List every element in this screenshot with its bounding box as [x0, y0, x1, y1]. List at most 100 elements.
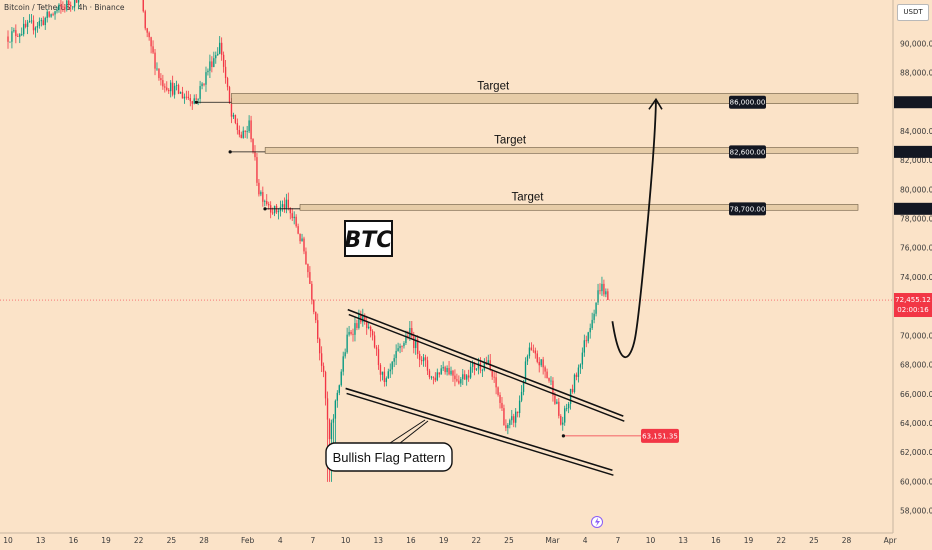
candle-body[interactable] [262, 192, 264, 202]
candle-body[interactable] [385, 378, 388, 383]
candle-body[interactable] [77, 0, 80, 3]
candle-body[interactable] [542, 359, 544, 368]
candle-body[interactable] [358, 314, 360, 328]
candle-body[interactable] [307, 264, 309, 273]
candle-body[interactable] [28, 20, 31, 23]
currency-button[interactable]: USDT [897, 4, 929, 21]
candle-body[interactable] [72, 6, 74, 8]
candle-body[interactable] [164, 86, 166, 88]
candle-body[interactable] [215, 55, 217, 59]
flag-upper-trendline[interactable] [347, 308, 624, 417]
candle-body[interactable] [548, 377, 550, 381]
candle-body[interactable] [375, 347, 378, 350]
candle-body[interactable] [142, 0, 144, 12]
candle-body[interactable] [524, 361, 527, 383]
candle-body[interactable] [58, 4, 60, 10]
candle-body[interactable] [264, 201, 266, 202]
candle-body[interactable] [428, 370, 431, 378]
candle-body[interactable] [591, 319, 593, 329]
candle-body[interactable] [179, 91, 182, 94]
candle-body[interactable] [434, 377, 437, 381]
candle-body[interactable] [222, 54, 225, 67]
candle-body[interactable] [418, 353, 421, 360]
candle-body[interactable] [293, 216, 295, 219]
candle-body[interactable] [513, 416, 515, 423]
candle-body[interactable] [417, 339, 419, 354]
candle-body[interactable] [148, 32, 150, 38]
candle-body[interactable] [44, 17, 46, 26]
candle-body[interactable] [577, 367, 580, 377]
candle-body[interactable] [338, 385, 340, 393]
candle-body[interactable] [154, 52, 156, 69]
candle-body[interactable] [579, 364, 582, 368]
candle-body[interactable] [26, 22, 29, 27]
candle-body[interactable] [168, 89, 170, 92]
candle-body[interactable] [407, 335, 409, 337]
candle-body[interactable] [581, 352, 584, 365]
candle-body[interactable] [511, 416, 513, 421]
candle-body[interactable] [469, 366, 472, 378]
candle-body[interactable] [367, 326, 370, 329]
candle-body[interactable] [503, 408, 505, 426]
candle-body[interactable] [273, 205, 276, 214]
candle-body[interactable] [383, 371, 386, 383]
candle-body[interactable] [360, 314, 362, 323]
candle-body[interactable] [277, 211, 280, 213]
candle-body[interactable] [226, 78, 229, 88]
candle-body[interactable] [211, 61, 213, 67]
candle-body[interactable] [40, 20, 43, 22]
candle-body[interactable] [460, 379, 462, 384]
candle-body[interactable] [144, 11, 146, 29]
candle-body[interactable] [450, 370, 452, 375]
candle-body[interactable] [332, 418, 335, 423]
candle-body[interactable] [187, 96, 190, 99]
candle-body[interactable] [562, 422, 564, 425]
candle-body[interactable] [21, 34, 23, 35]
candle-body[interactable] [340, 371, 342, 386]
candle-body[interactable] [185, 96, 188, 98]
candle-body[interactable] [448, 367, 450, 375]
candle-body[interactable] [573, 374, 576, 392]
candle-body[interactable] [56, 9, 58, 12]
candle-body[interactable] [391, 361, 393, 370]
candle-body[interactable] [232, 114, 235, 117]
candle-body[interactable] [160, 78, 162, 81]
candle-body[interactable] [268, 204, 270, 206]
candle-body[interactable] [199, 86, 201, 99]
candle-body[interactable] [477, 363, 480, 369]
candle-body[interactable] [146, 28, 148, 33]
candle-body[interactable] [348, 331, 350, 335]
candle-body[interactable] [516, 411, 519, 414]
candle-body[interactable] [195, 98, 197, 100]
candle-body[interactable] [66, 0, 68, 10]
candle-body[interactable] [556, 401, 558, 404]
candle-body[interactable] [322, 365, 325, 372]
candle-body[interactable] [248, 120, 250, 132]
candle-body[interactable] [73, 0, 76, 7]
projection-path[interactable] [611, 99, 657, 359]
candle-body[interactable] [364, 315, 366, 322]
candle-body[interactable] [326, 398, 329, 420]
candle-body[interactable] [30, 20, 33, 22]
candle-body[interactable] [320, 353, 323, 366]
candle-body[interactable] [48, 11, 50, 17]
candle-body[interactable] [334, 400, 337, 419]
candle-body[interactable] [342, 356, 344, 372]
candle-body[interactable] [64, 6, 66, 10]
flag-upper-trendline[interactable] [348, 313, 625, 422]
candle-body[interactable] [330, 422, 333, 440]
candle-body[interactable] [311, 283, 313, 300]
candle-body[interactable] [9, 41, 11, 43]
candle-body[interactable] [219, 42, 221, 54]
candle-body[interactable] [336, 392, 339, 401]
candle-body[interactable] [156, 68, 158, 70]
candle-body[interactable] [377, 349, 380, 366]
candle-body[interactable] [250, 120, 252, 140]
candle-body[interactable] [369, 326, 372, 332]
candle-body[interactable] [52, 14, 54, 15]
candle-body[interactable] [446, 367, 448, 373]
current-price-tag[interactable] [894, 293, 932, 318]
candle-body[interactable] [230, 102, 233, 117]
candle-body[interactable] [587, 332, 589, 342]
